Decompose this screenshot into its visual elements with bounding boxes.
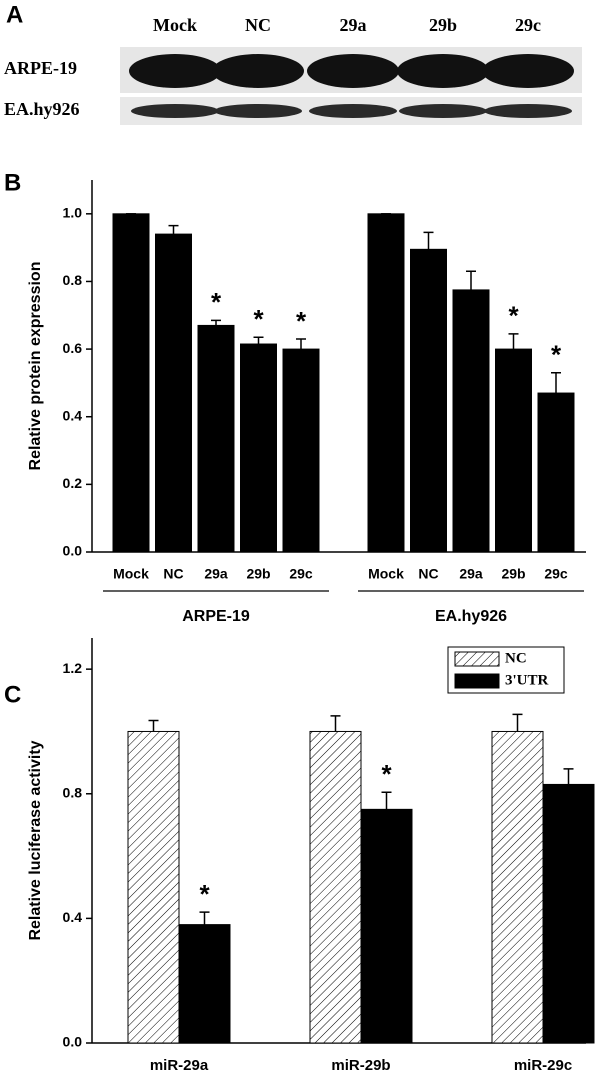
error-bar [508,333,519,350]
blot-band [482,54,574,88]
panel-label: C [4,681,21,708]
bar [240,343,277,553]
error-bar [296,338,306,350]
significance-marker: * [253,304,264,334]
y-tick-label: 1.2 [63,660,83,676]
lane-label: Mock [153,15,197,35]
x-tick-label: 29b [246,566,270,582]
legend-swatch [454,651,500,667]
bar [452,289,490,553]
legend-label: NC [505,650,527,666]
error-bar [168,224,179,235]
blot-band [399,104,487,118]
x-tick-label: NC [163,566,183,582]
y-tick-label: 0.6 [63,340,83,356]
error-bar [563,768,574,785]
blot-band [484,104,572,118]
error-bar [330,715,341,732]
lane-label: 29a [340,15,367,35]
blot-band [129,54,221,88]
legend-swatch [454,673,500,689]
x-tick-label: miR-29a [150,1057,209,1074]
bar [542,783,595,1044]
panel-label: A [6,1,23,28]
blot-band [131,104,219,118]
bar [178,924,231,1044]
x-tick-label: miR-29c [514,1057,572,1074]
error-bar [512,713,523,732]
x-tick-label: 29b [501,566,525,582]
error-bar [148,719,159,732]
bar [367,213,405,553]
y-tick-label: 0.2 [63,475,83,491]
y-tick-label: 0.4 [63,909,83,925]
x-tick-label: 29a [459,566,483,582]
error-bar [551,372,561,394]
bar [282,348,320,553]
blot-band [309,104,397,118]
significance-marker: * [199,879,210,909]
blot-band [214,104,302,118]
x-tick-label: 29c [289,566,313,582]
error-bar [253,336,264,345]
row-label: EA.hy926 [4,99,80,119]
bar [112,213,150,553]
blot-band [397,54,489,88]
y-tick-label: 0.4 [63,407,83,423]
error-bar [199,911,210,925]
lane-label: 29b [429,15,457,35]
row-label: ARPE-19 [4,58,77,78]
x-tick-label: NC [418,566,438,582]
group-label: ARPE-19 [182,608,250,625]
significance-marker: * [508,301,519,331]
x-tick-label: Mock [368,566,404,582]
significance-marker: * [296,306,307,336]
error-bar [466,270,476,290]
y-tick-label: 0.0 [63,1034,83,1050]
bar [127,730,180,1044]
panel-label: B [4,169,21,196]
bar [537,392,575,553]
bar [155,233,192,553]
significance-marker: * [551,340,562,370]
error-bar [423,231,434,250]
blot-band [307,54,399,88]
error-bar [381,791,392,810]
y-tick-label: 0.8 [63,272,83,288]
group-label: EA.hy926 [435,608,507,625]
lane-label: 29c [515,15,541,35]
bar [491,730,544,1044]
error-bar [211,319,221,326]
y-tick-label: 1.0 [63,205,83,221]
y-axis-label: Relative luciferase activity [27,740,44,940]
y-tick-label: 0.0 [63,543,83,559]
x-tick-label: Mock [113,566,149,582]
x-tick-label: miR-29b [331,1057,390,1074]
y-tick-label: 0.8 [63,784,83,800]
bar [360,808,413,1044]
significance-marker: * [381,759,392,789]
x-tick-label: 29a [204,566,228,582]
lane-label: NC [245,15,271,35]
legend-label: 3'UTR [505,672,549,688]
x-tick-label: 29c [544,566,568,582]
y-axis-label: Relative protein expression [27,262,44,471]
bar [309,730,362,1044]
bar [495,348,532,553]
bar [410,248,447,553]
significance-marker: * [211,287,222,317]
blot-band [212,54,304,88]
bar [197,324,235,553]
